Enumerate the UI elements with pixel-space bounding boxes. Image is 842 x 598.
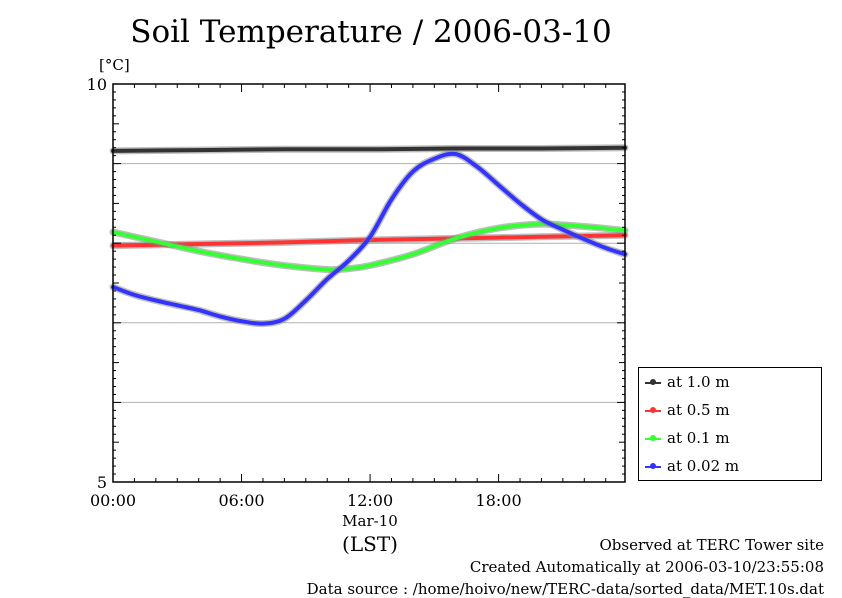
series-at-0-1-m-line	[111, 222, 627, 272]
y-axis-unit: [°C]	[99, 56, 130, 74]
x-axis-date-label: Mar-10	[342, 512, 398, 530]
grid-lines	[113, 163, 625, 403]
series-at-0-1-m-halo	[109, 220, 629, 274]
x-tick-label: 12:00	[347, 491, 393, 510]
footer-created: Created Automatically at 2006-03-10/23:5…	[469, 558, 824, 576]
legend-item-0-1m: at 0.1 m	[645, 429, 817, 449]
y-tick-label: 10	[87, 75, 107, 94]
x-tick-label: 18:00	[476, 491, 522, 510]
footer-observed: Observed at TERC Tower site	[599, 536, 824, 554]
legend-item-0-02m: at 0.02 m	[645, 457, 817, 477]
footer-data-source: Data source : /home/hoivo/new/TERC-data/…	[306, 580, 824, 598]
legend-label: at 0.5 m	[667, 401, 730, 419]
legend-marker	[650, 463, 656, 469]
x-axis-label: (LST)	[342, 532, 398, 556]
legend: at 1.0 m at 0.5 m at 0.1 m at 0.02 m	[638, 367, 822, 481]
legend-marker	[650, 379, 656, 385]
x-tick-label: 00:00	[90, 491, 136, 510]
legend-item-0-5m: at 0.5 m	[645, 401, 817, 421]
plot-frame	[112, 83, 626, 483]
legend-marker	[650, 435, 656, 441]
axis-ticks: 10 500:00 06:00 12:00 18:00	[87, 75, 625, 510]
legend-item-1m: at 1.0 m	[645, 373, 817, 393]
series-lines	[109, 144, 629, 328]
legend-label: at 1.0 m	[667, 373, 730, 391]
series-at-0-02-m-line	[111, 151, 627, 326]
legend-label: at 0.02 m	[667, 457, 740, 475]
y-tick-label: 5	[97, 473, 107, 492]
x-tick-label: 06:00	[218, 491, 264, 510]
legend-label: at 0.1 m	[667, 429, 730, 447]
legend-marker	[650, 407, 656, 413]
series-at-1-0-m-line	[111, 145, 627, 153]
chart-title: Soil Temperature / 2006-03-10	[130, 14, 612, 50]
